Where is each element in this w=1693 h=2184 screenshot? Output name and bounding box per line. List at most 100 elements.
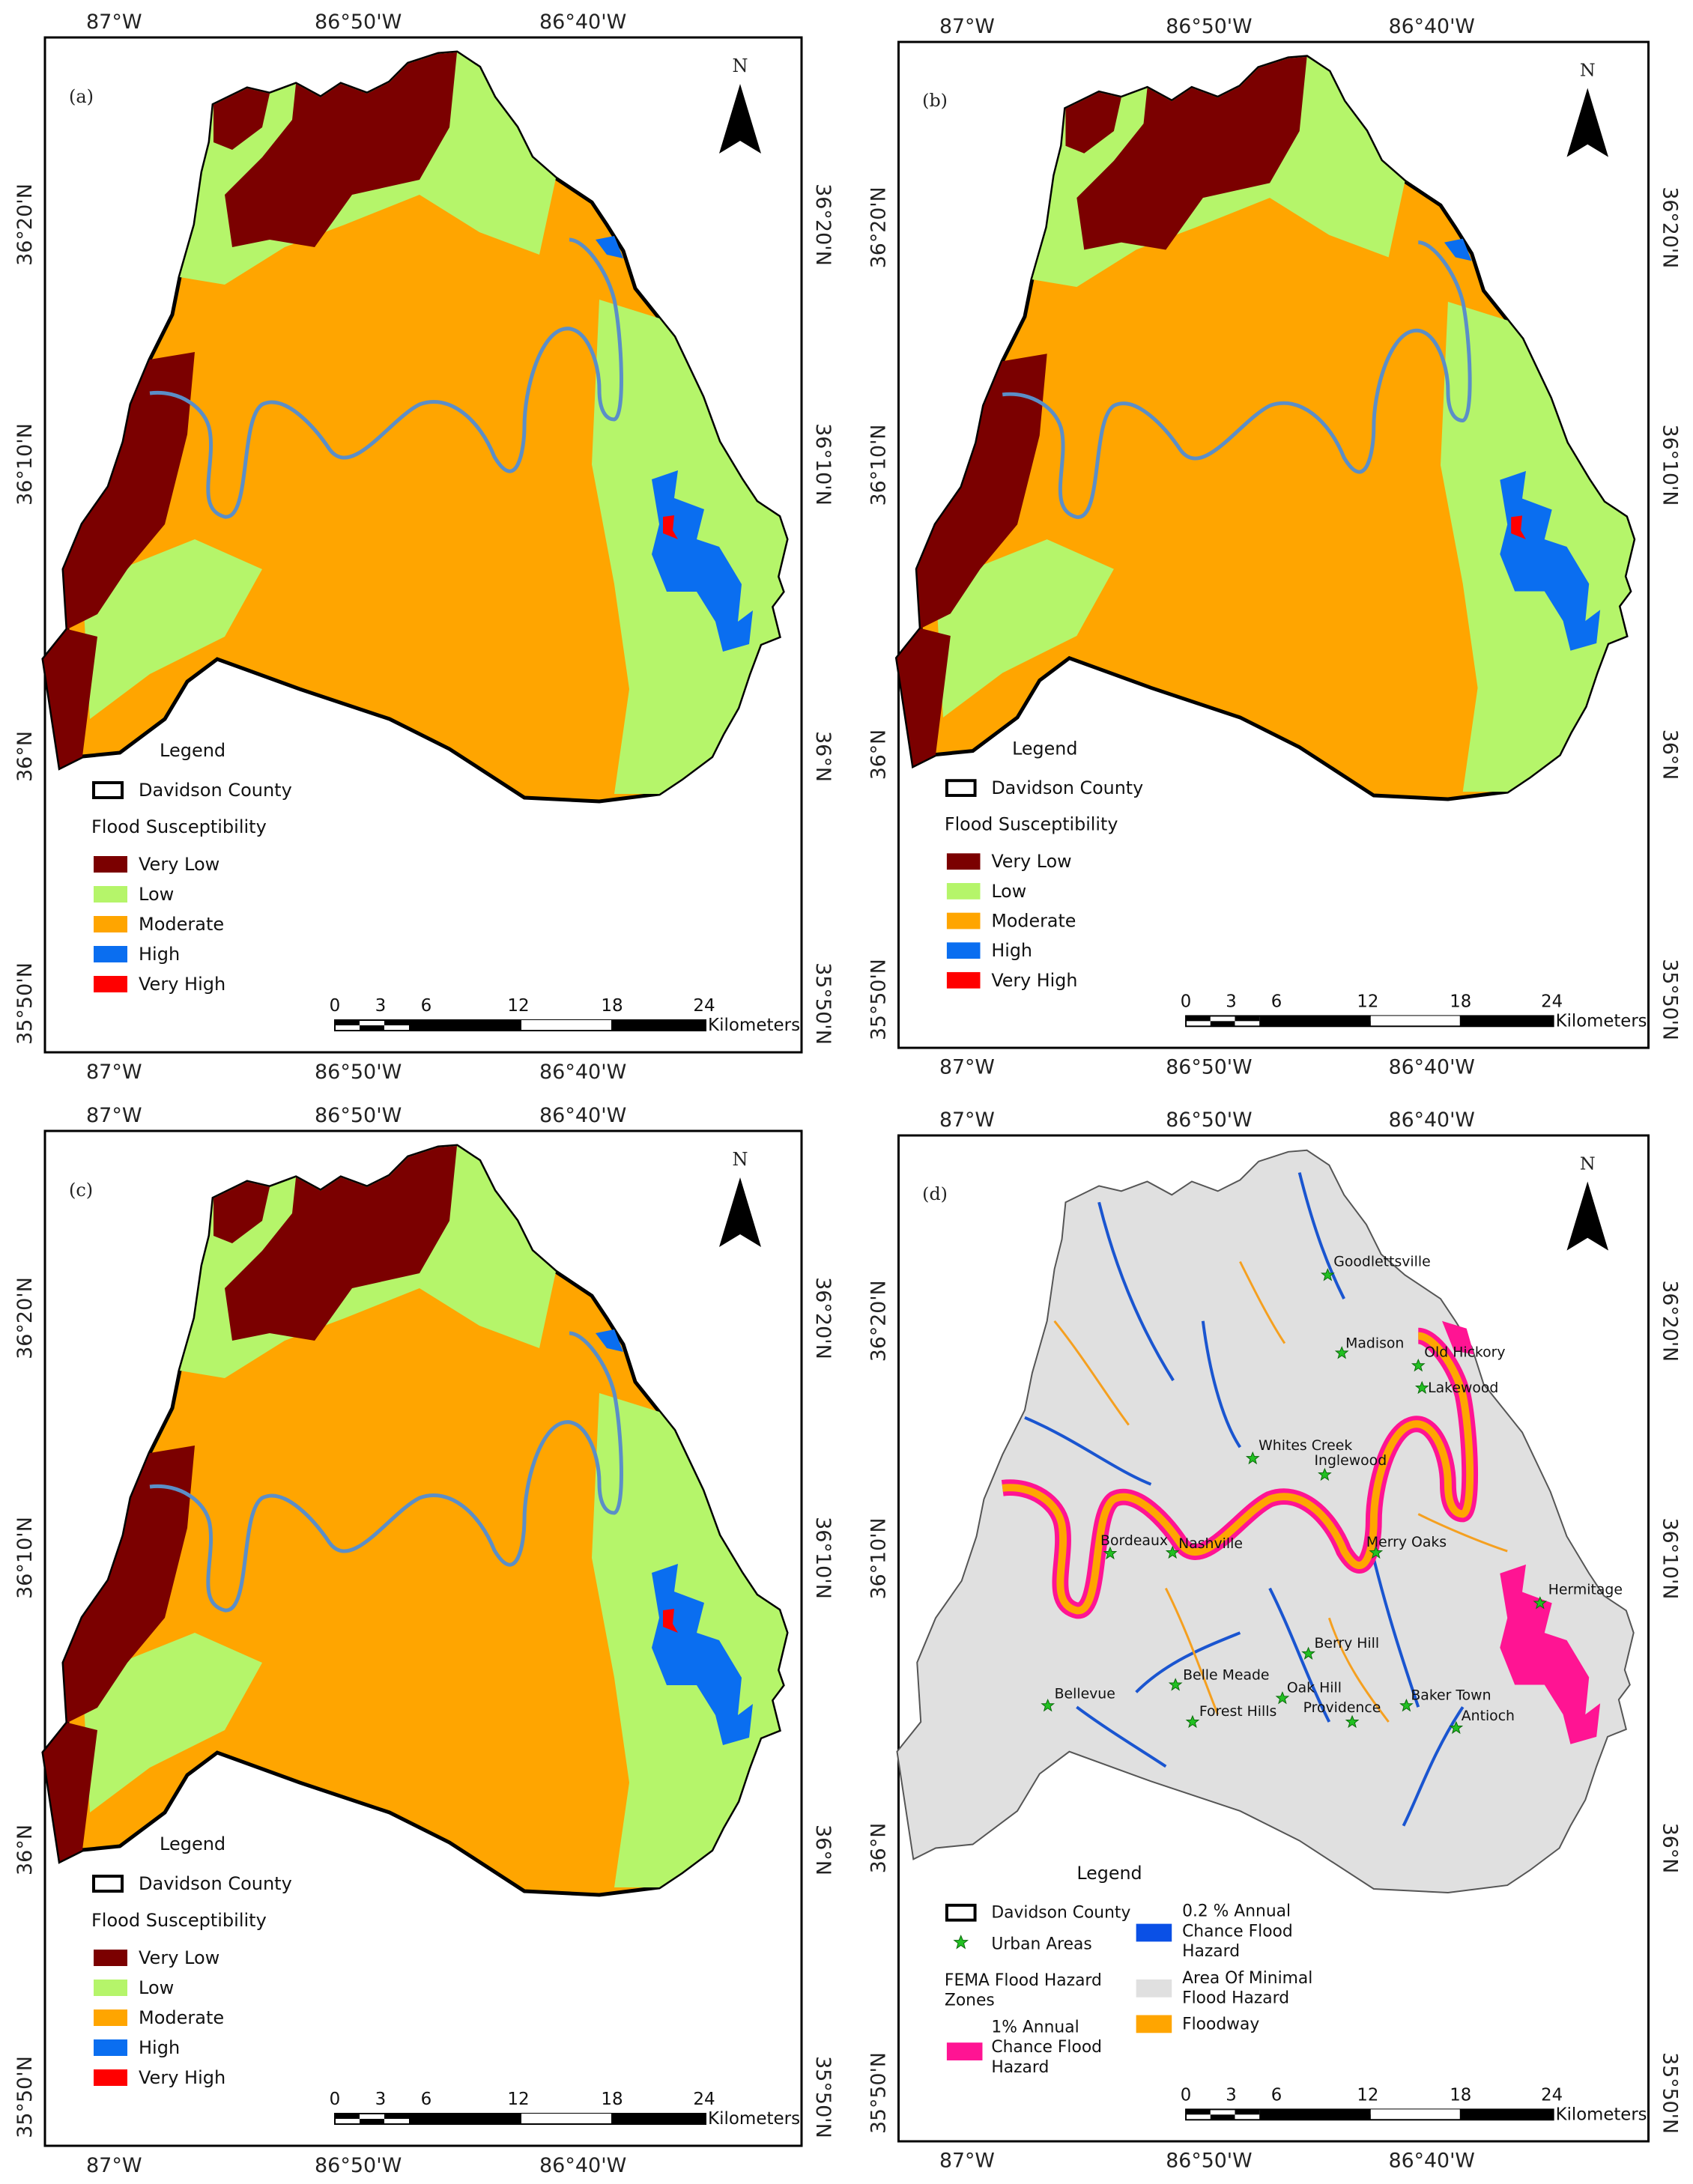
north-label: N <box>733 1149 748 1170</box>
legend-swatch-very-low <box>94 856 127 873</box>
scale-tick-18: 18 <box>601 2090 623 2109</box>
legend-label-low: Low <box>991 881 1026 902</box>
lat-label-right-2: 36°10'N <box>811 423 835 506</box>
legend-fema-title-1: FEMA Flood Hazard <box>945 1971 1102 1990</box>
legend-county-swatch <box>945 779 977 798</box>
lon-label-top-1: 87°W <box>86 1104 142 1127</box>
lat-label-left-3: 36°N <box>867 1823 891 1873</box>
panel-label: (b) <box>922 90 948 111</box>
one-percent-zone <box>1500 1564 1601 1744</box>
very-low-zone <box>213 1182 270 1243</box>
legend-label-low: Low <box>139 1977 174 1998</box>
map-frame <box>43 1129 803 2147</box>
city-label-belle-meade: Belle Meade <box>1183 1668 1269 1684</box>
legend-urban-label: Urban Areas <box>991 1935 1091 1953</box>
legend-label-high: High <box>139 2037 180 2058</box>
legend-swatch-minimal <box>1136 1979 1172 1998</box>
legend-swatch-point-two-percent <box>1136 1923 1172 1942</box>
lat-label-right-1: 36°20'N <box>1658 1280 1681 1362</box>
city-label-inglewood: Inglewood <box>1315 1453 1387 1469</box>
legend-swatch-very-high <box>94 976 127 992</box>
lat-label-right-3: 36°N <box>1658 729 1681 780</box>
scale-unit: Kilometers <box>708 2109 800 2129</box>
lat-label-left-4: 35°50'N <box>13 962 37 1045</box>
city-label-baker-town: Baker Town <box>1411 1687 1491 1703</box>
panel-label: (c) <box>69 1180 93 1201</box>
lon-label-bottom-2: 86°50'W <box>315 1061 402 1084</box>
city-label-berry-hill: Berry Hill <box>1315 1636 1380 1651</box>
scale-tick-18: 18 <box>601 996 623 1016</box>
lat-label-left-1: 36°20'N <box>867 1280 891 1362</box>
urban-star-icon <box>1449 1720 1464 1735</box>
very-high-zone <box>663 1609 678 1633</box>
lon-label-bottom-2: 86°50'W <box>1166 1056 1252 1079</box>
scale-tick-12: 12 <box>1357 992 1378 1012</box>
urban-star-icon <box>1411 1359 1426 1372</box>
urban-markers <box>1041 1268 1548 1735</box>
legend-label-very-high: Very High <box>991 970 1077 991</box>
urban-star-icon <box>1345 1714 1360 1729</box>
county-boundary <box>896 1149 1635 1893</box>
lat-label-left-2: 36°10'N <box>867 425 891 506</box>
map-panel-b: 87°W 86°50'W 86°40'W 87°W 86°50'W 86°40'… <box>867 15 1682 1079</box>
north-arrow-icon <box>719 1177 761 1247</box>
very-high-zone <box>663 515 678 539</box>
legend-label-moderate: Moderate <box>991 910 1076 931</box>
legend-county-label: Davidson County <box>139 1873 292 1894</box>
high-zone <box>652 1564 753 1745</box>
urban-star-icon <box>1185 1714 1200 1729</box>
low-zone <box>82 539 262 719</box>
city-label-forest-hills: Forest Hills <box>1199 1704 1276 1720</box>
panel-label: (d) <box>922 1183 948 1204</box>
legend-county-label: Davidson County <box>991 1904 1130 1923</box>
lat-label-left-1: 36°20'N <box>867 186 891 268</box>
low-zone <box>936 539 1114 718</box>
lon-label-top-2: 86°50'W <box>315 1104 402 1127</box>
very-low-zone <box>213 88 270 150</box>
urban-star-icon <box>1334 1346 1349 1359</box>
scale-tick-18: 18 <box>1450 2085 1471 2105</box>
lat-label-left-4: 35°50'N <box>13 2056 37 2138</box>
scale-tick-24: 24 <box>1541 2085 1563 2105</box>
scale-tick-3: 3 <box>375 996 387 1016</box>
scale-tick-0: 0 <box>1181 2085 1192 2105</box>
legend-swatch-low <box>94 1980 127 1996</box>
lon-label-bottom-1: 87°W <box>939 2150 995 2173</box>
map-frame <box>897 1134 1650 2143</box>
legend-label-low: Low <box>139 884 174 905</box>
city-label-old-hickory: Old Hickory <box>1424 1344 1505 1360</box>
map-frame <box>43 36 803 1054</box>
city-label-nashville: Nashville <box>1178 1536 1243 1552</box>
legend-urban-star-icon <box>953 1935 969 1950</box>
lat-label-left-3: 36°N <box>867 729 891 780</box>
north-arrow-icon <box>719 84 761 154</box>
scale-tick-12: 12 <box>507 2090 529 2109</box>
legend-county-label: Davidson County <box>139 780 292 801</box>
low-zone <box>82 1633 262 1813</box>
city-label-lakewood: Lakewood <box>1428 1380 1498 1396</box>
legend-label-very-high: Very High <box>139 2067 225 2088</box>
map-frame <box>897 40 1650 1049</box>
lat-label-left-2: 36°10'N <box>867 1518 891 1600</box>
legend-swatch-moderate <box>94 916 127 932</box>
lon-label-top-1: 87°W <box>939 1108 995 1132</box>
lat-label-right-3: 36°N <box>811 1824 835 1875</box>
legend-group-title: Flood Susceptibility <box>945 814 1118 835</box>
lat-label-right-2: 36°10'N <box>1658 425 1681 506</box>
scale-bar <box>334 2113 706 2125</box>
lat-label-left-3: 36°N <box>13 1824 37 1875</box>
very-low-zone <box>64 1446 195 1723</box>
lon-label-top-1: 87°W <box>939 15 995 38</box>
legend-swatch-very-low <box>94 1950 127 1966</box>
urban-star-icon <box>1275 1691 1290 1705</box>
legend-label-high: High <box>991 940 1032 961</box>
legend-fema-title-2: Zones <box>945 1992 995 2010</box>
legend-title: Legend <box>1012 738 1077 759</box>
lat-label-left-1: 36°20'N <box>13 183 37 266</box>
lat-label-right-1: 36°20'N <box>811 183 835 266</box>
scale-tick-12: 12 <box>507 996 529 1016</box>
legend-label-very-low: Very Low <box>139 1947 219 1968</box>
urban-star-icon <box>1041 1698 1056 1712</box>
scale-tick-6: 6 <box>421 996 432 1016</box>
city-label-bordeaux: Bordeaux <box>1100 1533 1168 1549</box>
